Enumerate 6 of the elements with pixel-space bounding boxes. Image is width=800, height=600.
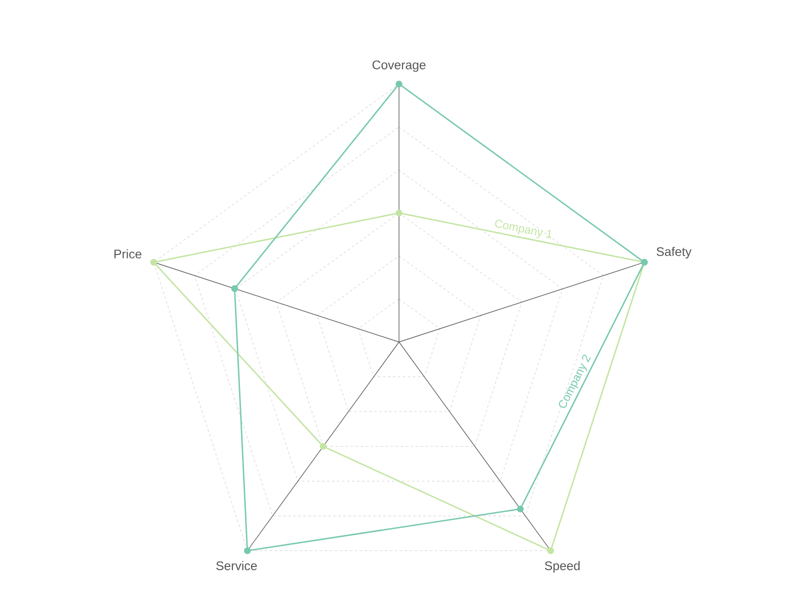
spoke-label: Price (114, 249, 142, 258)
spoke-label: Coverage (372, 60, 426, 72)
spoke-label: Service (216, 561, 257, 570)
spoke-label: Speed (544, 561, 580, 573)
spoke-label: Safety (656, 246, 692, 259)
text: Company 1 (495, 220, 552, 238)
